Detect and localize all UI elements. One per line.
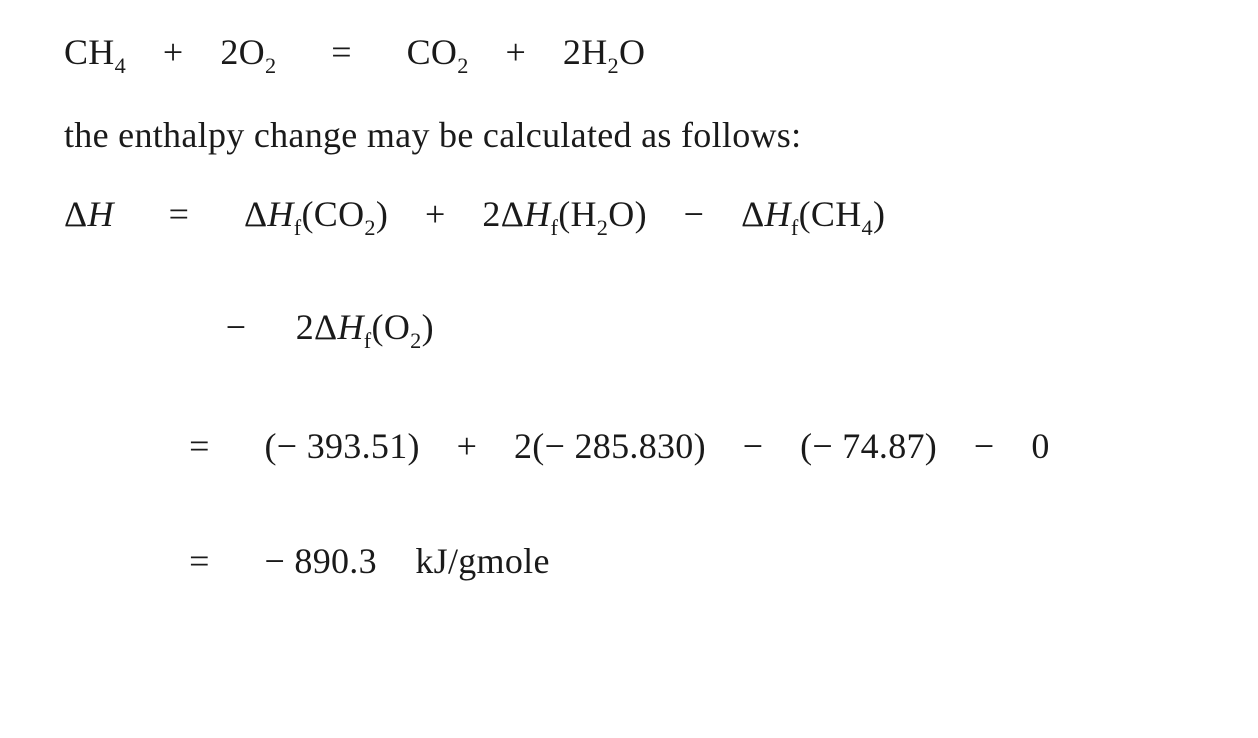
term-dhf-ch4: ΔHf(CH4): [741, 194, 885, 234]
term-2dhf-h2o: 2ΔHf(H2O): [482, 194, 647, 234]
num-term4: 0: [1031, 426, 1049, 466]
num-term2: 2(− 285.830): [514, 426, 706, 466]
intro-text: the enthalpy change may be calculated as…: [64, 113, 1194, 158]
numeric-line: = (− 393.51) + 2(− 285.830) − (− 74.87) …: [64, 424, 1194, 469]
delta-h-symbol: ΔH: [64, 194, 114, 234]
num-term3: (− 74.87): [800, 426, 937, 466]
species-2o2: 2O2: [220, 32, 276, 72]
result-value: − 890.3: [265, 541, 377, 581]
delta-h-line-2: − 2ΔHf(O2): [64, 305, 1194, 354]
page-content: CH4 + 2O2 = CO2 + 2H2O the enthalpy chan…: [0, 0, 1258, 614]
minus-icon: −: [735, 424, 771, 469]
minus-icon: −: [676, 192, 712, 237]
term-dhf-co2: ΔHf(CO2): [244, 194, 388, 234]
delta-h-line-1: ΔH = ΔHf(CO2) + 2ΔHf(H2O) − ΔHf(CH4): [64, 192, 1194, 241]
minus-icon: −: [966, 424, 1002, 469]
minus-icon: −: [218, 305, 254, 350]
reaction-equation: CH4 + 2O2 = CO2 + 2H2O: [64, 30, 1194, 79]
num-term1: (− 393.51): [265, 426, 420, 466]
term-2dhf-o2: 2ΔHf(O2): [296, 307, 434, 347]
result-line: = − 890.3 kJ/gmole: [64, 539, 1194, 584]
species-ch4: CH4: [64, 32, 126, 72]
species-2h2o: 2H2O: [563, 32, 645, 72]
species-co2: CO2: [407, 32, 469, 72]
result-unit: kJ/gmole: [415, 541, 549, 581]
